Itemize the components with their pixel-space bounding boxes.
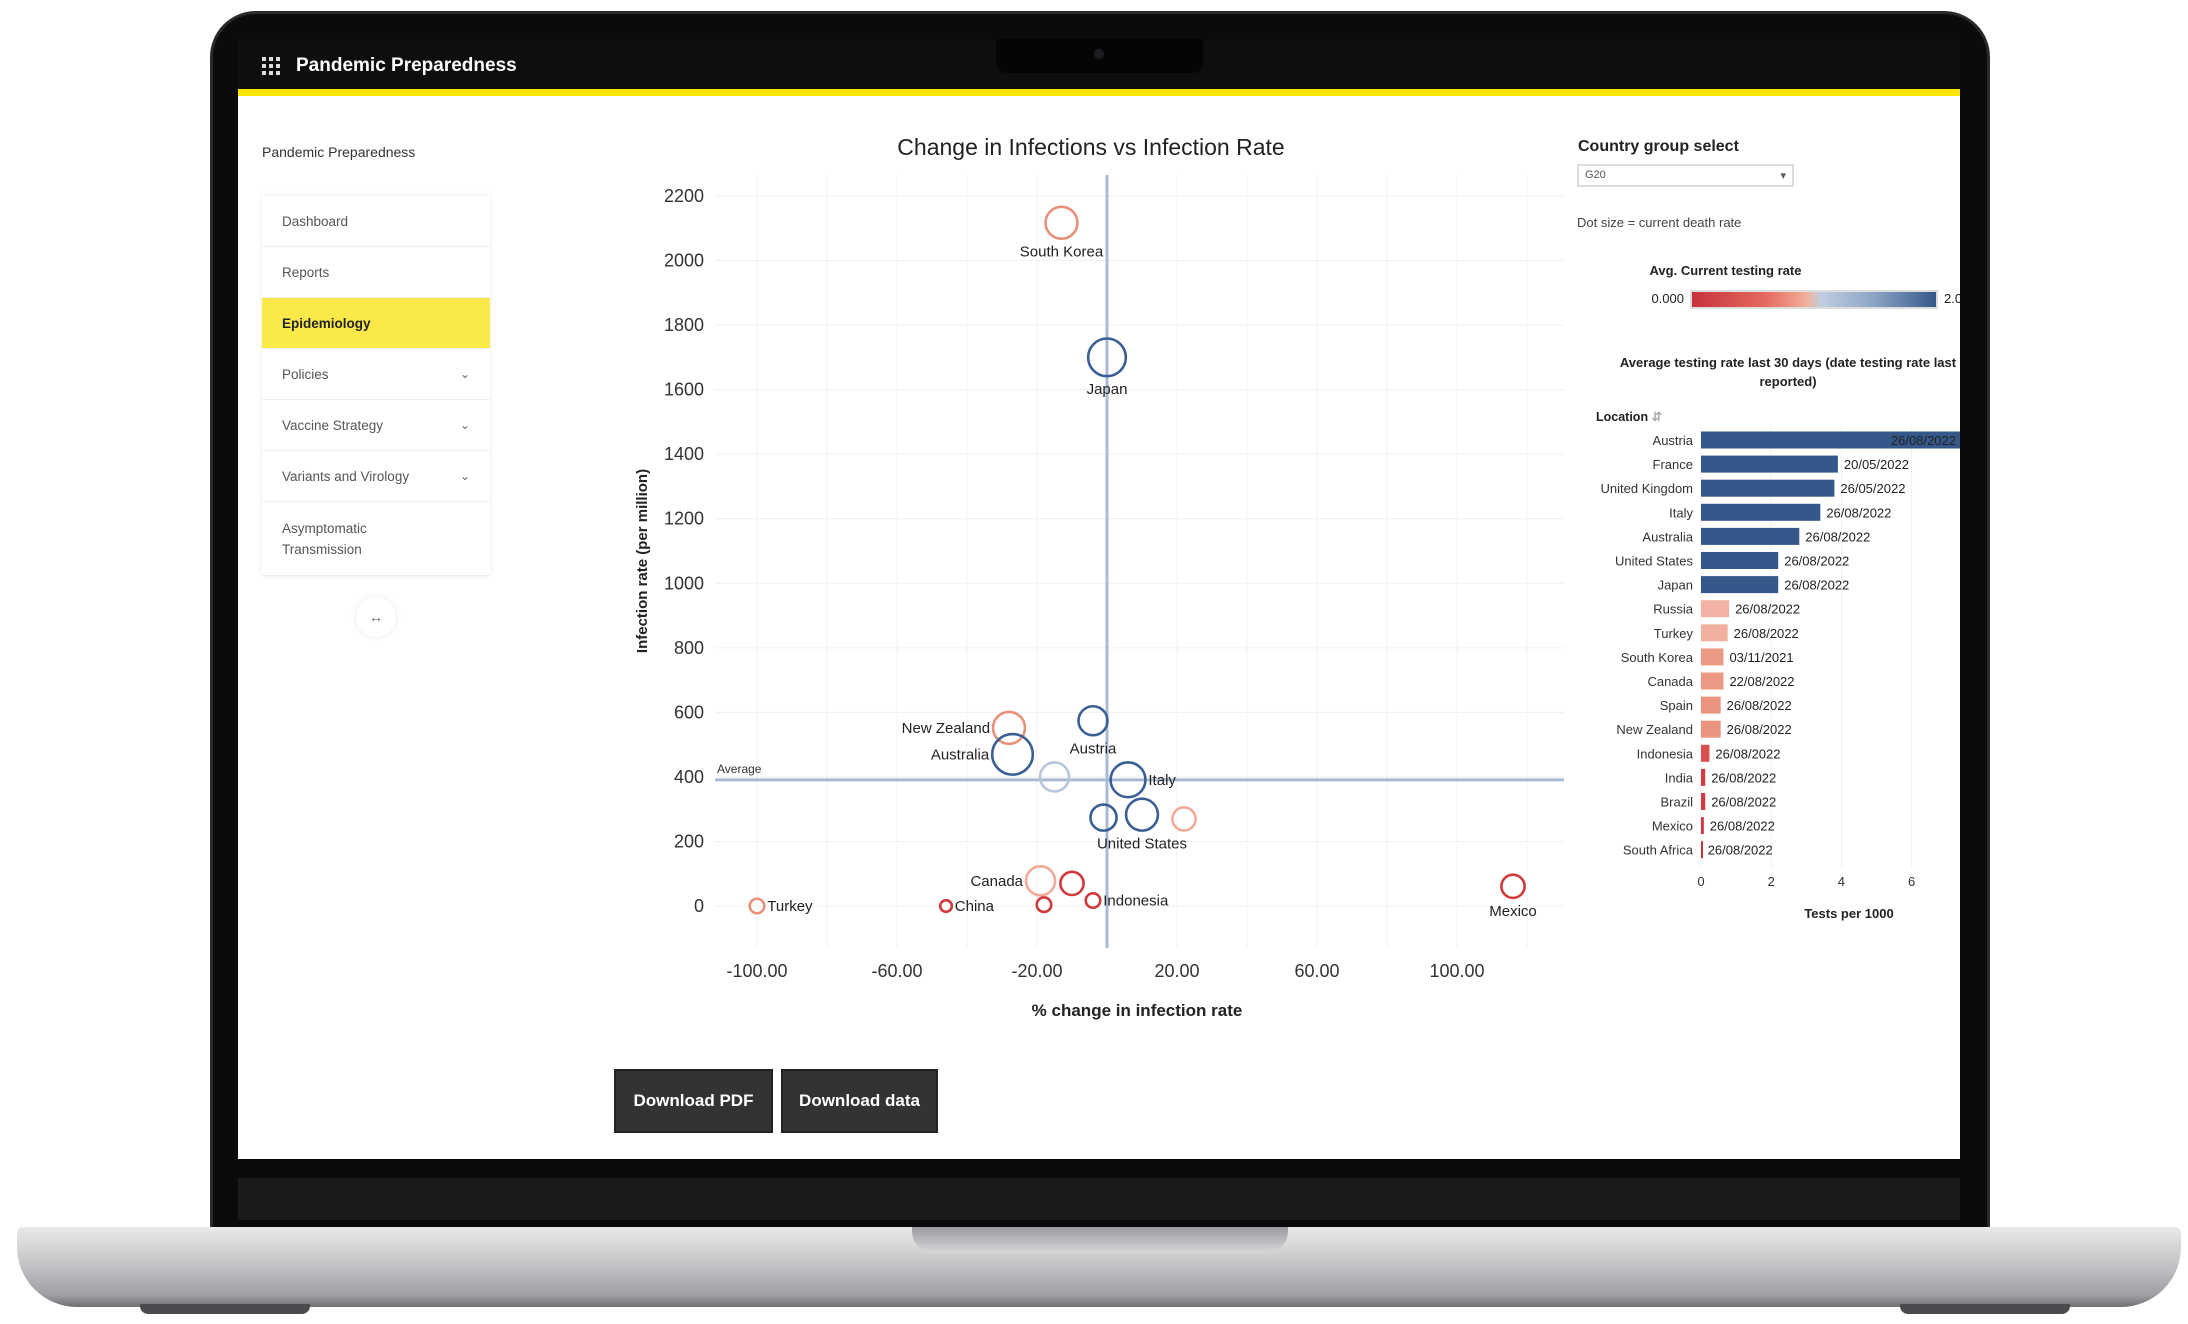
chevron-down-icon[interactable]: ⌄ [459,418,470,432]
camera-icon [1094,49,1104,59]
y-tick-label: 2200 [664,186,704,206]
y-tick-label: 0 [694,896,704,916]
y-axis-label: Infection rate (per million) [634,469,651,653]
point-label: Austria [1070,740,1117,757]
y-tick-label: 1200 [664,509,704,529]
data-point [1171,805,1197,832]
average-label: Average [717,762,762,776]
bar-chart-title: Average testing rate last 30 days (date … [1619,355,1957,389]
y-tick-label: 1000 [664,573,704,593]
data-point [990,732,1035,776]
apps-grid-icon[interactable] [262,57,280,75]
data-point [1024,865,1057,897]
country-group-value: G20 [1585,169,1606,181]
sidebar-item-label: Policies [282,366,329,382]
x-tick-label: 100.00 [1429,961,1484,981]
x-tick-label: 20.00 [1154,961,1199,981]
country-group-label: Country group select [1578,138,1739,155]
location-header-label: Location [1596,410,1649,424]
color-legend-max: 2.000 [1944,291,1960,306]
y-tick-label: 1400 [664,444,704,464]
chevron-down-icon[interactable]: ⌄ [459,367,470,381]
data-point [1038,761,1071,793]
point-label: Turkey [767,898,813,915]
sidebar-item-label: Dashboard [282,213,349,229]
x-tick-label: 60.00 [1294,961,1339,981]
bar-column-header[interactable]: Location ⇵ [1596,409,1662,424]
color-legend-min: 0.000 [1651,291,1684,306]
data-point [1059,870,1085,897]
y-tick-label: 1600 [664,380,704,400]
app-title: Pandemic Preparedness [296,55,517,76]
dot-size-note: Dot size = current death rate [1577,215,1742,230]
sidebar-item-policies[interactable]: Policies ⌄ [262,349,490,400]
top-bar: Pandemic Preparedness [238,39,1960,96]
screen: Pandemic Preparedness Pandemic Preparedn… [238,39,1960,1159]
y-tick-label: 1800 [664,315,704,335]
collapse-arrows-icon: ↔ [369,609,383,625]
sidebar-title: Pandemic Preparedness [262,144,416,160]
sidebar-menu: Dashboard Reports Epidemiology Policies ⌄ Vac… [262,196,490,576]
point-label: Canada [970,873,1023,890]
data-point [1500,873,1526,900]
point-label: Mexico [1489,903,1537,920]
dropdown-caret-icon: ▾ [1780,170,1786,182]
data-point [1084,891,1102,910]
point-label: United States [1097,836,1187,853]
data-point [1044,205,1079,241]
data-point [938,898,954,914]
y-tick-label: 600 [674,702,704,722]
point-label: China [955,898,995,915]
sidebar-item-variants-and-virology[interactable]: Variants and Virology ⌄ [262,451,490,502]
x-tick-label: -100.00 [726,961,787,981]
data-point [748,897,766,915]
sidebar-item-label: Vaccine Strategy [282,417,384,433]
sidebar-item-reports[interactable]: Reports [262,247,490,298]
collapse-sidebar-button[interactable]: ↔ [356,597,396,637]
point-label: South Korea [1020,244,1104,261]
y-tick-label: 2000 [664,251,704,271]
y-tick-label: 800 [674,638,704,658]
point-label: Italy [1148,772,1176,789]
point-label: Japan [1087,381,1128,398]
sidebar-item-dashboard[interactable]: Dashboard [262,196,490,247]
sort-icon[interactable]: ⇵ [1651,410,1663,424]
chart-title: Change in Infections vs Infection Rate [897,134,1284,160]
color-legend-title: Avg. Current testing rate [1649,263,1802,278]
point-label: Indonesia [1103,893,1169,910]
sidebar-item-label: Epidemiology [282,315,371,331]
sidebar-item-label: Reports [282,264,330,280]
x-tick-label: -20.00 [1011,961,1062,981]
data-point [1109,761,1147,799]
sidebar-item-asymptomatic-transmission[interactable]: Asymptomatic Transmission [262,502,490,576]
sidebar-item-vaccine-strategy[interactable]: Vaccine Strategy ⌄ [262,400,490,451]
chevron-down-icon[interactable]: ⌄ [459,469,470,483]
y-tick-label: 400 [674,767,704,787]
data-point [1077,704,1109,737]
sidebar-item-label: Variants and Virology [282,468,410,484]
laptop-foot [1900,1304,2070,1314]
data-point [991,710,1027,746]
laptop-foot [140,1304,310,1314]
country-group-select[interactable]: G20 ▾ [1577,164,1794,187]
y-tick-label: 200 [674,831,704,851]
point-label: Australia [931,746,990,763]
data-point [1086,337,1128,378]
download-pdf-button[interactable]: Download PDF [614,1069,773,1133]
data-point [1124,797,1160,832]
data-point [1035,896,1053,914]
scatter-chart: 0 200 400 600 800 1000 1200 1400 1600 1800 2000 220… [634,134,1564,1020]
color-legend-gradient [1690,290,1938,309]
sidebar-item-epidemiology[interactable]: Epidemiology [262,298,490,349]
data-point [1089,803,1118,832]
x-axis-label: % change in infection rate [1032,1001,1243,1020]
sidebar-item-label: Asymptomatic Transmission [282,520,367,557]
point-label: New Zealand [902,720,990,737]
camera-notch [996,39,1203,73]
download-data-button[interactable]: Download data [781,1069,938,1133]
laptop-base-notch [912,1227,1288,1253]
x-tick-label: -60.00 [871,961,922,981]
laptop-bezel [238,1178,1960,1220]
